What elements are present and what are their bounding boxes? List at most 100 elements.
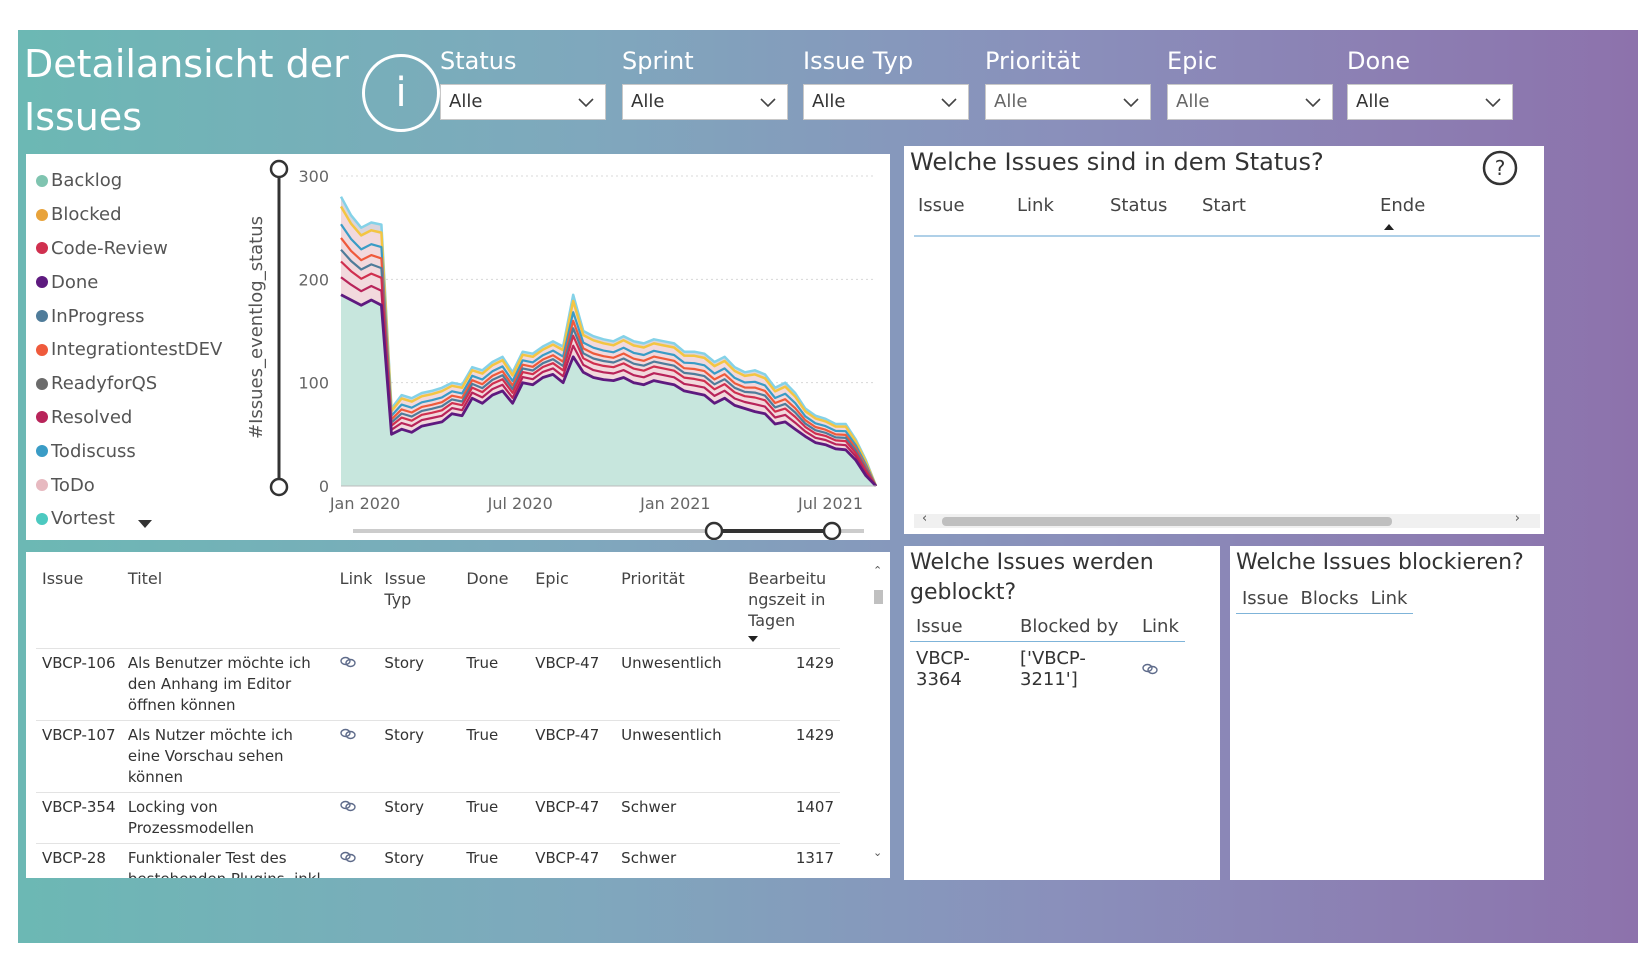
cell-done: True <box>460 791 530 843</box>
legend-label: Blocked <box>51 204 122 226</box>
filter-status-dropdown[interactable]: Alle <box>440 84 606 120</box>
col-blocks[interactable]: Blocks <box>1300 588 1359 609</box>
filter-sprint-dropdown[interactable]: Alle <box>622 84 788 120</box>
col-link[interactable]: Link <box>1370 588 1408 609</box>
scrollbar-thumb[interactable] <box>942 517 1392 526</box>
chevron-down-icon <box>578 98 594 108</box>
legend-item[interactable]: ToDo <box>36 468 246 502</box>
col-link[interactable]: Link <box>1017 194 1054 216</box>
filter-issue-type-value: Alle <box>812 91 846 112</box>
col-epic[interactable]: Epic <box>535 569 569 588</box>
col-status[interactable]: Status <box>1110 194 1168 216</box>
status-table: Issue Link Status Start Ende <box>914 188 1540 244</box>
legend-item[interactable]: Todiscuss <box>36 434 246 468</box>
legend-label: IntegrationtestDEV <box>51 339 223 361</box>
line-code-review <box>340 260 877 487</box>
scroll-right-icon[interactable]: › <box>1514 511 1520 526</box>
scrollbar-thumb[interactable] <box>874 590 883 604</box>
col-done[interactable]: Done <box>466 569 509 588</box>
legend-label: ToDo <box>51 474 95 496</box>
col-link[interactable]: Link <box>1142 616 1179 637</box>
table-row[interactable]: VBCP-354 Locking von Prozessmodellen Story… <box>36 791 840 843</box>
chevron-down-icon <box>941 98 957 108</box>
cell-title: Funktionaler Test des bestehenden Plugin… <box>121 842 334 878</box>
cell-priority: Schwer <box>615 842 743 878</box>
col-duration[interactable]: Bearbeitungszeit in Tagen <box>742 564 840 648</box>
horizontal-scrollbar[interactable]: ‹ › <box>914 511 1540 528</box>
legend-item[interactable]: Code-Review <box>36 232 246 266</box>
link-icon[interactable] <box>339 851 356 863</box>
link-icon[interactable] <box>339 800 356 812</box>
y-range-slider-handle-bottom[interactable] <box>269 477 289 497</box>
sort-descending-icon <box>748 635 759 642</box>
col-link[interactable]: Link <box>339 569 373 588</box>
filter-epic-dropdown[interactable]: Alle <box>1167 84 1333 120</box>
y-range-slider-handle-top[interactable] <box>269 159 289 179</box>
legend-dot <box>36 445 48 458</box>
filter-issue-type: Issue Typ Alle <box>803 44 969 120</box>
filter-done-value: Alle <box>1356 91 1390 112</box>
link-icon[interactable] <box>339 728 356 740</box>
cell-issue-type: Story <box>378 647 461 720</box>
table-row[interactable]: VBCP-3364 ['VBCP-3211'] <box>910 642 1185 697</box>
scroll-up-icon[interactable]: ⌃ <box>873 564 883 577</box>
legend-item[interactable]: Backlog <box>36 164 246 198</box>
col-issue[interactable]: Issue <box>916 616 963 637</box>
cell-duration: 1429 <box>742 647 840 720</box>
col-issue[interactable]: Issue <box>918 194 965 216</box>
col-priority[interactable]: Priorität <box>621 569 685 588</box>
dashboard: Detailansicht der Issues i Status Alle S… <box>18 30 1638 943</box>
table-row[interactable]: VBCP-106 Als Benutzer möchte ich den Anha… <box>36 647 840 720</box>
col-start[interactable]: Start <box>1202 194 1246 216</box>
scroll-down-icon[interactable]: ⌄ <box>873 846 883 859</box>
legend-item[interactable]: ReadyforQS <box>36 367 246 401</box>
line-integrationtest <box>340 237 877 487</box>
blocking-panel: Welche Issues blockieren? Issue Blocks L… <box>1230 546 1544 880</box>
filter-issue-type-dropdown[interactable]: Alle <box>803 84 969 120</box>
col-issue-type[interactable]: Issue Typ <box>384 569 426 609</box>
filter-done-dropdown[interactable]: Alle <box>1347 84 1513 120</box>
legend-item[interactable]: InProgress <box>36 299 246 333</box>
info-button[interactable]: i <box>362 54 440 132</box>
info-icon: i <box>395 70 407 116</box>
col-issue[interactable]: Issue <box>1242 588 1289 609</box>
legend-label: Vortest <box>51 508 115 530</box>
legend-label: InProgress <box>51 305 145 327</box>
chart-panel: Backlog Blocked Code-Review Done InProgress I… <box>26 154 890 540</box>
vertical-scrollbar[interactable]: ⌃ ⌄ <box>872 564 884 866</box>
chart-legend: Backlog Blocked Code-Review Done InProgress I… <box>36 164 246 536</box>
legend-dot <box>36 310 48 323</box>
legend-dot <box>36 377 48 390</box>
scroll-left-icon[interactable]: ‹ <box>922 511 928 526</box>
link-icon[interactable] <box>1142 663 1158 675</box>
cell-duration: 1429 <box>742 719 840 792</box>
x-range-slider-handle-left[interactable] <box>704 521 724 540</box>
help-icon[interactable]: ? <box>1482 150 1518 186</box>
y-tick-label: 200 <box>298 270 329 289</box>
table-row[interactable]: VBCP-107 Als Nutzer möchte ich eine Vorsc… <box>36 719 840 792</box>
filter-status-label: Status <box>440 47 517 75</box>
cell-issue: VBCP-3364 <box>916 648 970 690</box>
line-done <box>340 293 877 487</box>
blocked-table: Issue Blocked by Link VBCP-3364 ['VBCP-3… <box>910 612 1185 696</box>
cell-duration: 1407 <box>742 791 840 843</box>
legend-item[interactable]: IntegrationtestDEV <box>36 333 246 367</box>
legend-item[interactable]: Blocked <box>36 198 246 232</box>
legend-item[interactable]: Done <box>36 265 246 299</box>
col-issue[interactable]: Issue <box>42 569 84 588</box>
x-range-slider-handle-right[interactable] <box>822 521 842 540</box>
legend-more-icon[interactable] <box>138 520 152 528</box>
area-backlog <box>341 294 876 486</box>
col-blocked-by[interactable]: Blocked by <box>1020 616 1119 637</box>
col-end[interactable]: Ende <box>1380 194 1426 216</box>
col-title[interactable]: Titel <box>127 569 163 588</box>
legend-item[interactable]: Resolved <box>36 401 246 435</box>
filter-priority-dropdown[interactable]: Alle <box>985 84 1151 120</box>
x-tick-label: Jan 2020 <box>329 494 400 513</box>
link-icon[interactable] <box>339 656 356 668</box>
line-blocked <box>339 205 878 487</box>
cell-done: True <box>460 647 530 720</box>
legend-item[interactable]: Vortest <box>36 502 246 536</box>
cell-epic: VBCP-47 <box>529 647 616 720</box>
